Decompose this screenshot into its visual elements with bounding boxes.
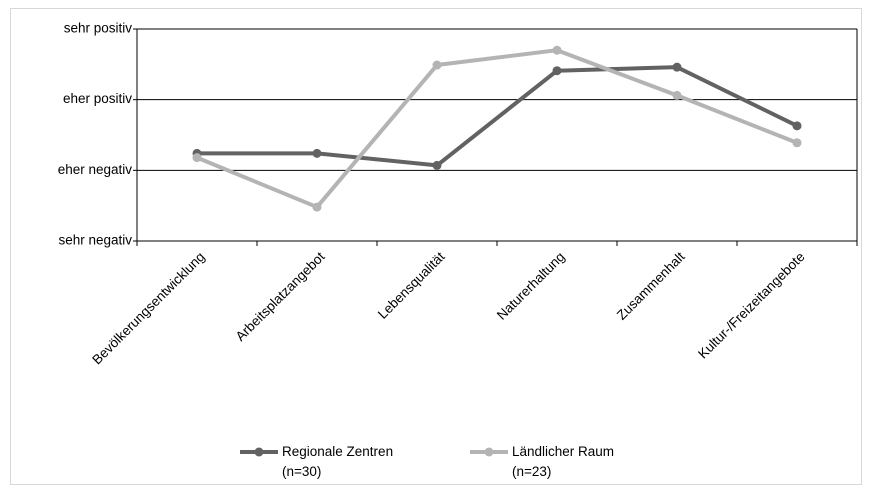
series-line xyxy=(196,48,798,210)
y-tick-label: sehr negativ xyxy=(58,233,132,248)
data-point xyxy=(432,60,442,70)
data-point xyxy=(672,62,682,72)
data-point xyxy=(792,138,802,148)
data-point xyxy=(312,148,322,158)
chart-frame xyxy=(10,8,862,485)
data-point xyxy=(312,202,322,212)
legend-label: Ländlicher Raum (n=23) xyxy=(512,444,614,479)
data-point xyxy=(672,90,682,100)
data-point xyxy=(432,160,442,170)
legend-label: Regionale Zentren (n=30) xyxy=(282,444,393,479)
series-line xyxy=(197,65,798,168)
legend-marker xyxy=(484,447,494,457)
data-point xyxy=(552,66,562,76)
data-point xyxy=(192,153,202,163)
y-tick-label: eher positiv xyxy=(63,91,132,106)
data-point xyxy=(792,121,802,131)
y-tick-label: sehr positiv xyxy=(64,21,133,36)
y-tick-label: eher negativ xyxy=(58,162,133,177)
legend-marker xyxy=(254,447,264,457)
data-point xyxy=(552,45,562,55)
